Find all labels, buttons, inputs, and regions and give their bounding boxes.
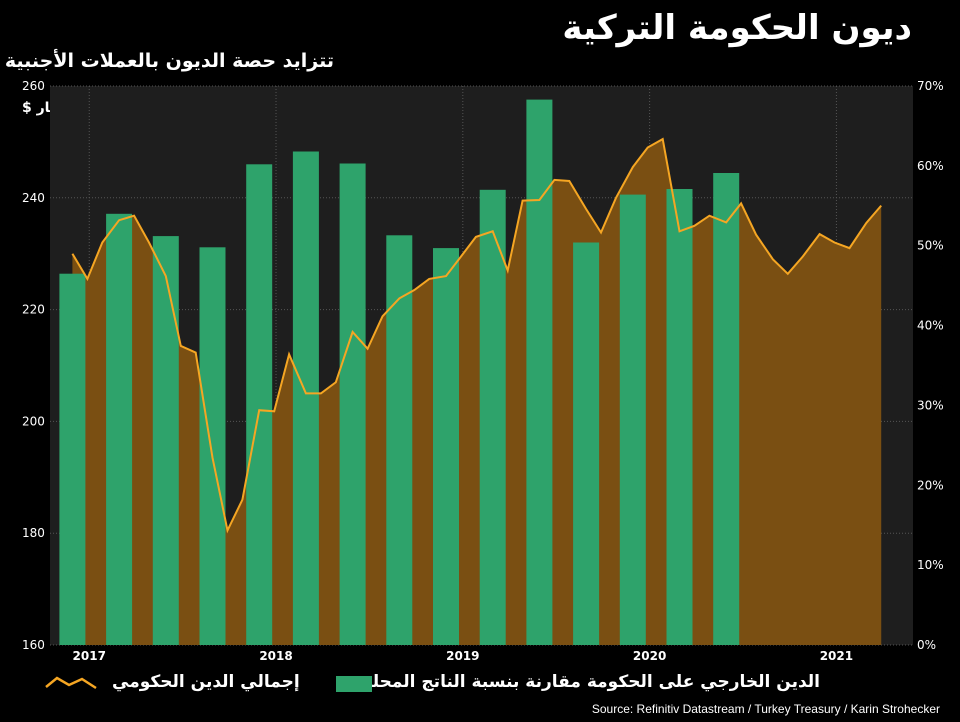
legend-bar-label: الدين الخارجي على الحكومة مقارنة بنسبة ا… — [355, 672, 820, 692]
left-tick-label: 220 — [22, 303, 45, 317]
source-credit: Source: Refinitiv Datastream / Turkey Tr… — [591, 702, 940, 716]
bar — [292, 151, 319, 645]
legend-line-swatch — [45, 676, 97, 690]
chart-title: ديون الحكومة التركية — [562, 8, 912, 48]
bar — [666, 189, 693, 645]
bar — [479, 189, 506, 646]
line-series — [71, 137, 882, 534]
right-tick-label: 30% — [917, 398, 944, 412]
left-tick-label: 160 — [22, 638, 45, 652]
right-axis-ticks: 0% 10% 20% 30% 40% 50% 60% 70% — [917, 79, 944, 652]
bar — [339, 163, 366, 645]
series-line — [71, 137, 882, 534]
x-tick-label: 2021 — [820, 649, 853, 663]
bar — [199, 247, 226, 646]
x-tick-label: 2020 — [633, 649, 666, 663]
x-tick-label: 2019 — [446, 649, 479, 663]
bar — [619, 194, 646, 645]
left-tick-label: 260 — [22, 79, 45, 93]
chart-subtitle: تتزايد حصة الديون بالعملات الأجنبية — [4, 50, 334, 72]
bar — [106, 213, 133, 646]
x-tick-label: 2017 — [73, 649, 106, 663]
bar — [526, 99, 553, 646]
right-tick-label: 20% — [917, 478, 944, 492]
bar — [59, 273, 86, 645]
right-tick-label: 10% — [917, 558, 944, 572]
x-tick-label: 2018 — [259, 649, 292, 663]
legend-line-label: إجمالي الدين الحكومي — [112, 672, 300, 692]
left-tick-label: 180 — [22, 526, 45, 540]
bar — [152, 236, 179, 645]
bar — [713, 173, 740, 645]
bar — [573, 242, 600, 645]
right-tick-label: 40% — [917, 319, 944, 333]
right-tick-label: 50% — [917, 239, 944, 253]
right-tick-label: 70% — [917, 79, 944, 93]
right-tick-label: 60% — [917, 159, 944, 173]
left-tick-label: 240 — [22, 191, 45, 205]
left-axis-ticks: 160 180 200 220 240 260 — [22, 79, 45, 652]
left-tick-label: 200 — [22, 414, 45, 428]
legend-bar-swatch — [336, 676, 372, 692]
right-tick-label: 0% — [917, 638, 936, 652]
bar — [246, 164, 273, 646]
bar — [386, 235, 413, 646]
x-axis-ticks: 2017 2018 2019 2020 2021 — [73, 649, 854, 663]
bar — [433, 248, 459, 645]
bar-series — [59, 99, 740, 646]
